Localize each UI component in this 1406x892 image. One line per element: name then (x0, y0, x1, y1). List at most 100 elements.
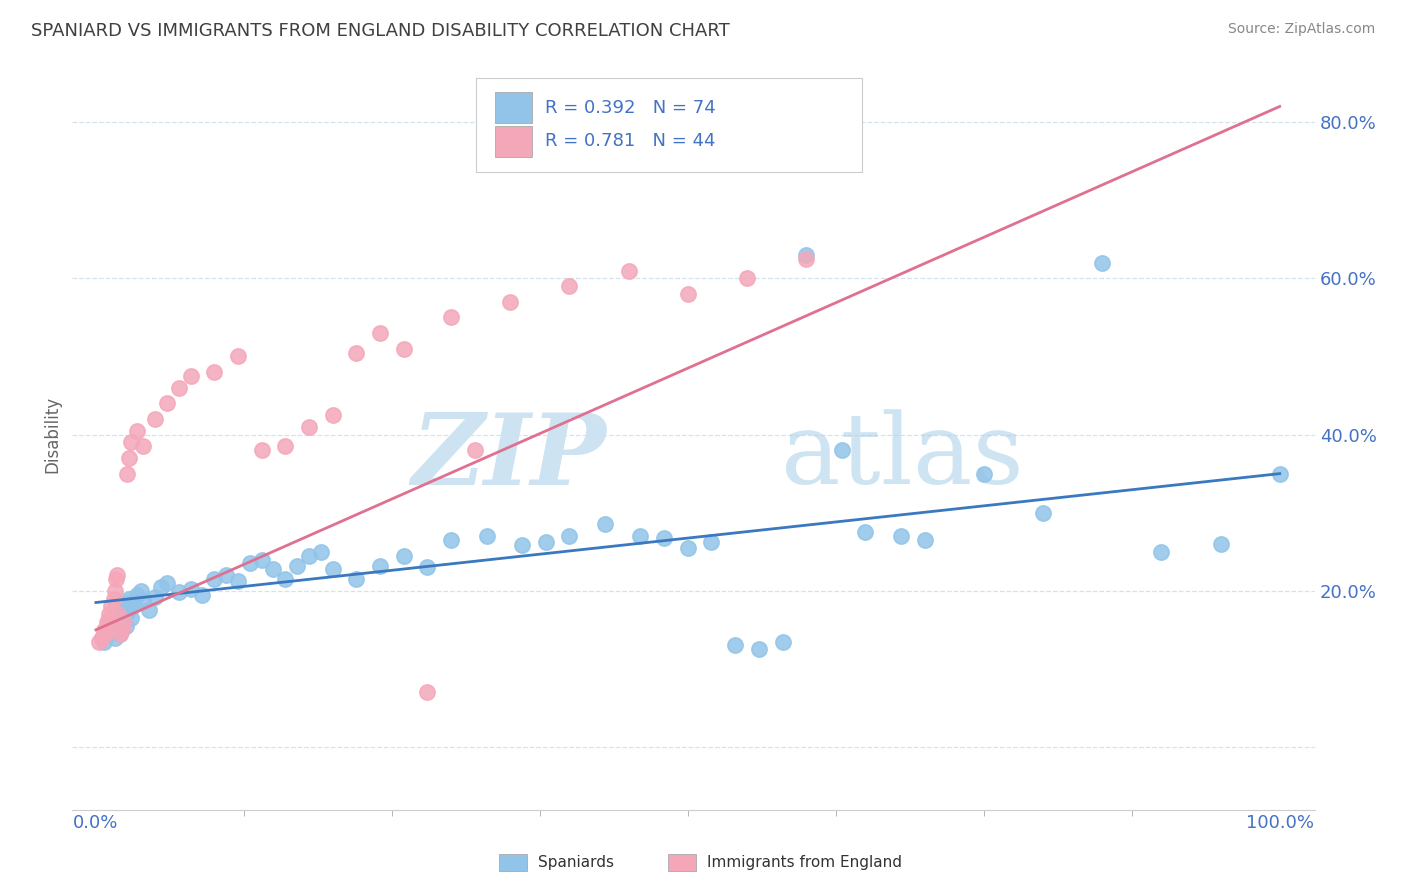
Point (215, 568, 238, 582)
Point (110, 614, 132, 628)
Point (112, 599, 135, 614)
Point (274, 572, 297, 586)
Point (1150, 545, 1173, 559)
Point (115, 467, 138, 481)
Bar (499, 854, 527, 871)
Text: R = 0.781   N = 44: R = 0.781 N = 44 (544, 132, 716, 151)
Text: ZIP: ZIP (412, 409, 607, 505)
Text: R = 0.392   N = 74: R = 0.392 N = 74 (544, 99, 716, 117)
Point (100, 624, 122, 639)
Point (558, 529, 581, 543)
Point (90, 631, 112, 645)
Point (97, 619, 120, 633)
Point (239, 557, 262, 571)
Point (475, 529, 498, 543)
Point (111, 623, 134, 637)
Point (499, 294, 522, 309)
Point (534, 535, 557, 549)
Point (344, 572, 367, 586)
Point (202, 572, 225, 586)
Point (735, 271, 758, 285)
Point (890, 529, 912, 543)
Point (298, 549, 321, 563)
Point (114, 619, 136, 633)
Point (107, 616, 129, 631)
Point (226, 350, 249, 364)
Point (298, 419, 321, 434)
Point (593, 517, 616, 532)
Point (118, 591, 141, 606)
Point (250, 552, 273, 566)
Point (440, 533, 463, 547)
Point (104, 583, 127, 598)
Text: Source: ZipAtlas.com: Source: ZipAtlas.com (1227, 22, 1375, 37)
Point (132, 593, 155, 607)
Point (416, 685, 439, 699)
Point (191, 588, 214, 602)
Point (973, 467, 995, 481)
Point (143, 590, 166, 604)
Point (322, 562, 344, 576)
Point (93, 634, 115, 648)
Point (831, 443, 853, 458)
Point (464, 443, 486, 458)
Point (156, 396, 179, 410)
Point (96, 623, 118, 637)
Point (794, 248, 817, 262)
Text: SPANIARD VS IMMIGRANTS FROM ENGLAND DISABILITY CORRELATION CHART: SPANIARD VS IMMIGRANTS FROM ENGLAND DISA… (31, 22, 730, 40)
Point (150, 580, 173, 594)
Point (392, 342, 415, 356)
Point (180, 582, 202, 597)
Point (368, 558, 391, 573)
Point (115, 606, 138, 620)
Point (104, 631, 127, 645)
Bar (668, 854, 696, 871)
Point (167, 381, 190, 395)
Point (103, 591, 125, 606)
Point (97, 627, 120, 641)
Point (118, 450, 141, 465)
Point (263, 562, 285, 576)
Point (108, 627, 131, 641)
Point (120, 435, 142, 450)
Point (772, 634, 794, 648)
Point (1209, 537, 1232, 551)
Point (617, 263, 640, 277)
Point (510, 539, 533, 553)
Point (309, 545, 332, 559)
Point (101, 614, 124, 628)
Point (112, 615, 135, 629)
Point (94, 627, 117, 641)
Bar (495, 92, 531, 123)
Point (1091, 256, 1114, 270)
Point (794, 252, 817, 266)
Point (1032, 506, 1054, 520)
Point (93, 623, 115, 637)
Point (652, 531, 675, 545)
Point (392, 549, 415, 563)
Point (226, 574, 249, 589)
Point (105, 572, 128, 586)
Point (180, 369, 202, 384)
Point (98, 611, 121, 625)
Y-axis label: Disability: Disability (44, 396, 60, 473)
Point (250, 443, 273, 458)
Point (1268, 467, 1291, 481)
FancyBboxPatch shape (477, 78, 862, 172)
Point (558, 279, 581, 293)
Point (97, 607, 120, 622)
Point (127, 424, 149, 438)
Point (122, 598, 145, 612)
Point (107, 607, 129, 622)
Point (127, 588, 149, 602)
Point (156, 576, 179, 591)
Text: Immigrants from England: Immigrants from England (707, 855, 903, 870)
Point (440, 310, 463, 325)
Point (138, 603, 160, 617)
Point (274, 439, 297, 453)
Text: Spaniards: Spaniards (538, 855, 614, 870)
Point (129, 583, 152, 598)
Point (111, 603, 134, 617)
Point (202, 365, 225, 379)
Point (120, 611, 142, 625)
